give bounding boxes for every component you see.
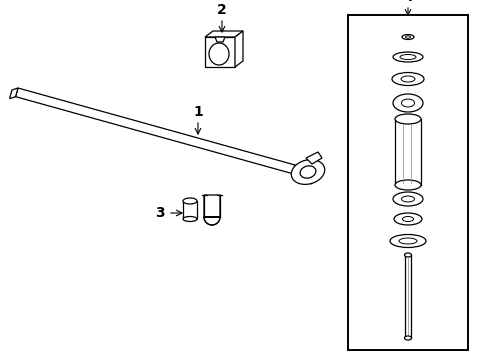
Ellipse shape: [391, 72, 423, 85]
Ellipse shape: [401, 99, 414, 107]
Bar: [183, 201, 197, 219]
Ellipse shape: [392, 52, 422, 62]
Ellipse shape: [399, 54, 415, 59]
Ellipse shape: [183, 198, 197, 204]
Ellipse shape: [300, 166, 315, 178]
Polygon shape: [204, 31, 243, 37]
Ellipse shape: [389, 234, 425, 248]
Ellipse shape: [208, 43, 228, 65]
Text: 4: 4: [402, 0, 412, 4]
Ellipse shape: [392, 192, 422, 206]
Text: 1: 1: [193, 105, 203, 119]
Ellipse shape: [291, 159, 324, 184]
Text: 3: 3: [155, 206, 164, 220]
Ellipse shape: [398, 238, 416, 244]
Ellipse shape: [404, 253, 411, 257]
Ellipse shape: [401, 196, 414, 202]
Polygon shape: [292, 165, 311, 184]
Polygon shape: [204, 37, 235, 67]
Ellipse shape: [392, 94, 422, 112]
Ellipse shape: [393, 213, 421, 225]
Polygon shape: [305, 152, 321, 164]
Ellipse shape: [404, 336, 411, 340]
Text: 2: 2: [217, 3, 226, 17]
Polygon shape: [215, 37, 224, 42]
Ellipse shape: [405, 36, 409, 38]
Polygon shape: [203, 195, 220, 225]
Ellipse shape: [394, 180, 420, 190]
Ellipse shape: [394, 114, 420, 124]
Ellipse shape: [400, 76, 414, 82]
Ellipse shape: [401, 35, 413, 40]
Polygon shape: [16, 88, 294, 174]
Polygon shape: [235, 31, 243, 67]
Bar: [347, 15, 467, 350]
Ellipse shape: [183, 216, 197, 221]
Ellipse shape: [402, 216, 413, 221]
Polygon shape: [10, 88, 18, 99]
